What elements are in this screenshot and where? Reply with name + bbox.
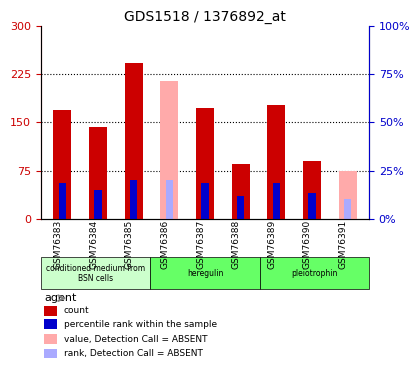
Bar bbox=[53, 110, 71, 219]
Bar bbox=[272, 183, 279, 219]
Bar bbox=[308, 193, 315, 219]
FancyBboxPatch shape bbox=[150, 257, 259, 289]
Bar bbox=[94, 190, 101, 219]
Bar bbox=[343, 200, 351, 219]
Bar bbox=[44, 334, 57, 344]
Text: heregulin: heregulin bbox=[187, 269, 222, 278]
Text: agent: agent bbox=[44, 292, 76, 303]
Text: GSM76391: GSM76391 bbox=[338, 220, 347, 269]
Bar bbox=[44, 320, 57, 329]
Text: GSM76385: GSM76385 bbox=[124, 220, 133, 269]
Bar bbox=[44, 306, 57, 315]
Bar bbox=[165, 180, 173, 219]
Bar bbox=[89, 127, 107, 219]
Bar bbox=[201, 183, 208, 219]
Text: value, Detection Call = ABSENT: value, Detection Call = ABSENT bbox=[64, 334, 207, 344]
Bar bbox=[124, 63, 142, 219]
Bar bbox=[58, 183, 66, 219]
Bar bbox=[44, 349, 57, 358]
Bar bbox=[130, 180, 137, 219]
Text: percentile rank within the sample: percentile rank within the sample bbox=[64, 320, 216, 328]
Text: GSM76389: GSM76389 bbox=[267, 220, 276, 269]
Text: count: count bbox=[64, 306, 90, 315]
Text: conditioned medium from
BSN cells: conditioned medium from BSN cells bbox=[46, 264, 145, 283]
Text: GSM76388: GSM76388 bbox=[231, 220, 240, 269]
Bar bbox=[338, 171, 356, 219]
Text: GSM76390: GSM76390 bbox=[302, 220, 311, 269]
FancyBboxPatch shape bbox=[259, 257, 368, 289]
Text: rank, Detection Call = ABSENT: rank, Detection Call = ABSENT bbox=[64, 349, 202, 358]
Bar bbox=[236, 196, 244, 219]
Text: GSM76384: GSM76384 bbox=[89, 220, 98, 269]
Text: pleiotrophin: pleiotrophin bbox=[290, 269, 337, 278]
Bar bbox=[160, 81, 178, 219]
Text: GSM76383: GSM76383 bbox=[53, 220, 62, 269]
Bar bbox=[231, 164, 249, 219]
FancyBboxPatch shape bbox=[41, 257, 150, 289]
Bar bbox=[196, 108, 213, 219]
Text: GSM76387: GSM76387 bbox=[196, 220, 204, 269]
Title: GDS1518 / 1376892_at: GDS1518 / 1376892_at bbox=[124, 10, 285, 24]
Bar bbox=[302, 161, 320, 219]
Bar bbox=[267, 105, 285, 219]
Text: GSM76386: GSM76386 bbox=[160, 220, 169, 269]
